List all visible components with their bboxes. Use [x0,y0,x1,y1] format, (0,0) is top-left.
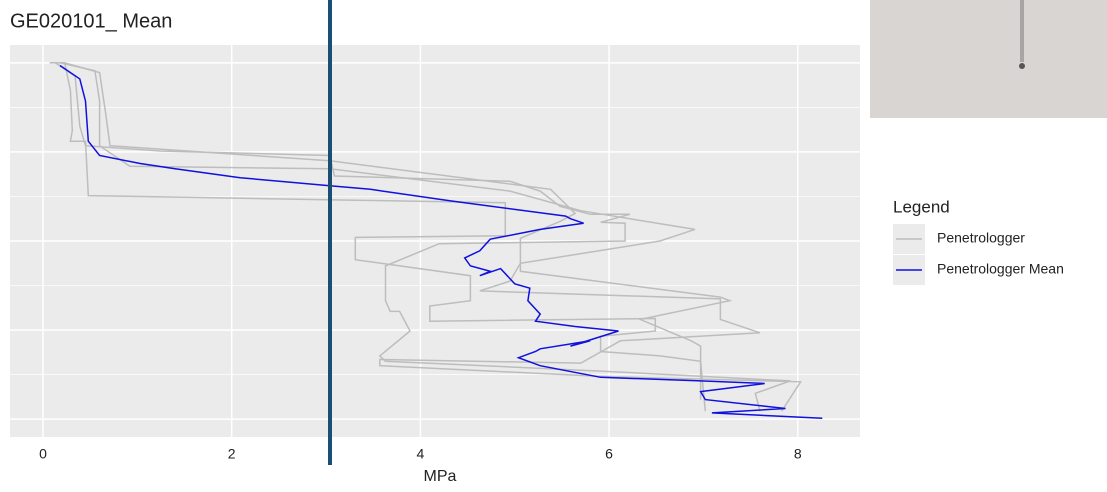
x-axis-label: MPa [424,468,457,485]
legend-label: Penetrologger Mean [937,261,1064,277]
chart: GE020101_ Mean MPa Legend Penetrologger P… [0,0,1107,487]
x-tick-label: 8 [794,446,802,462]
divider-bar [328,0,332,465]
x-tick-label: 4 [416,446,424,462]
x-tick-label: 0 [39,446,47,462]
x-tick-label: 2 [228,446,236,462]
legend-label: Penetrologger [937,230,1025,246]
chart-title: GE020101_ Mean [10,10,172,32]
photo [870,0,1107,118]
legend-title: Legend [893,197,950,216]
x-tick-label: 6 [605,446,613,462]
